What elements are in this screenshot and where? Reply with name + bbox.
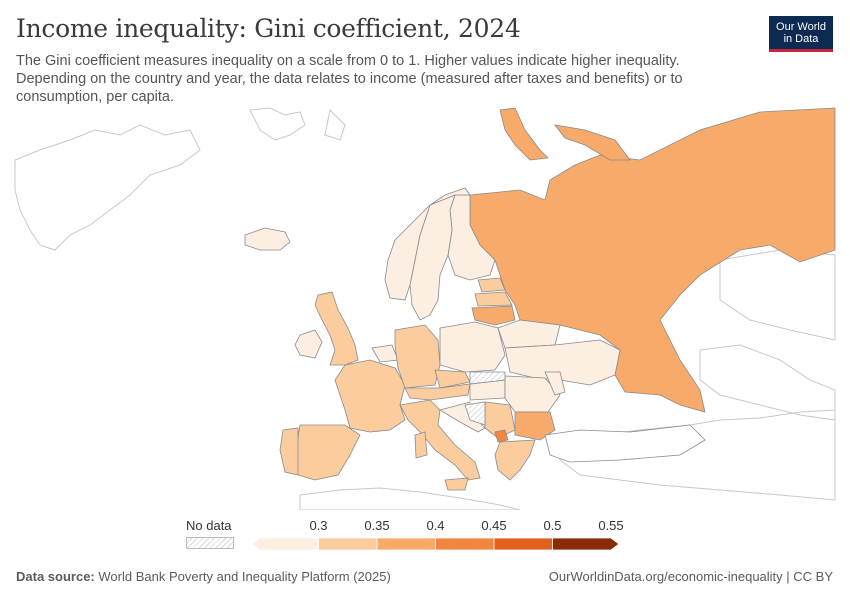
caucasus-outline [699,344,836,421]
region-sweden [409,194,456,321]
region-ireland [294,329,323,359]
footer-link[interactable]: OurWorldinData.org/economic-inequality |… [548,569,833,584]
legend-tick-label: 0.4 [426,518,445,533]
region-no-data-slovakia [469,371,506,385]
region-portugal [279,427,299,476]
data-source: Data source: World Bank Poverty and Ineq… [16,569,391,584]
logo-line-1: Our World [776,21,826,33]
region-spain [294,424,361,481]
legend-no-data-label: No data [186,518,232,533]
region-turkey [544,424,706,463]
owid-logo[interactable]: Our World in Data [769,16,833,52]
legend-bin-6[interactable] [552,537,620,551]
north-africa-outline [299,487,521,510]
legend-bin-3[interactable] [435,537,495,551]
greenland-outline [14,124,201,251]
legend-bin-4[interactable] [493,537,553,551]
legend-tick-label: 0.3 [309,518,328,533]
region-sicily [444,477,469,491]
legend-bin-2[interactable] [376,537,436,551]
region-sardinia [414,431,428,459]
legend-tick-label: 0.5 [543,518,562,533]
region-greece [494,439,536,481]
chart-subtitle: The Gini coefficient measures inequality… [16,53,683,105]
region-poland [439,321,506,373]
region-uk [314,291,359,366]
data-source-text[interactable]: World Bank Poverty and Inequality Platfo… [98,569,391,584]
region-iceland [244,227,291,251]
arctic-island-outline [324,108,346,141]
legend-bin-0[interactable] [252,537,319,551]
legend-no-data-swatch[interactable] [186,537,234,549]
region-lithuania [471,305,516,326]
legend-tick-label: 0.55 [598,518,624,533]
region-ukraine [504,339,621,386]
region-kosovo [494,429,509,443]
region-norway [384,187,471,301]
legend-tick-label: 0.35 [364,518,390,533]
kazakhstan-outline [719,249,836,341]
region-latvia [474,291,513,307]
region-austria [404,383,471,401]
region-russia-novaya [554,124,631,161]
logo-line-2: in Data [783,33,819,45]
legend-tick-label: 0.45 [481,518,507,533]
legend-color-scale[interactable] [252,534,672,554]
region-germany [394,324,441,389]
region-russia-kola [499,107,549,161]
region-estonia [477,277,506,293]
region-france [334,359,406,433]
svalbard-outline [249,107,306,141]
region-belarus [497,319,561,349]
europe-map[interactable] [0,100,850,510]
middle-east-outline [559,409,836,501]
region-benelux [371,344,399,363]
region-no-data-bosnia [464,401,486,426]
region-moldova [544,371,566,396]
legend-bin-1[interactable] [318,537,378,551]
chart-title: Income inequality: Gini coefficient, 202… [16,14,521,43]
data-source-label: Data source: [16,569,95,584]
